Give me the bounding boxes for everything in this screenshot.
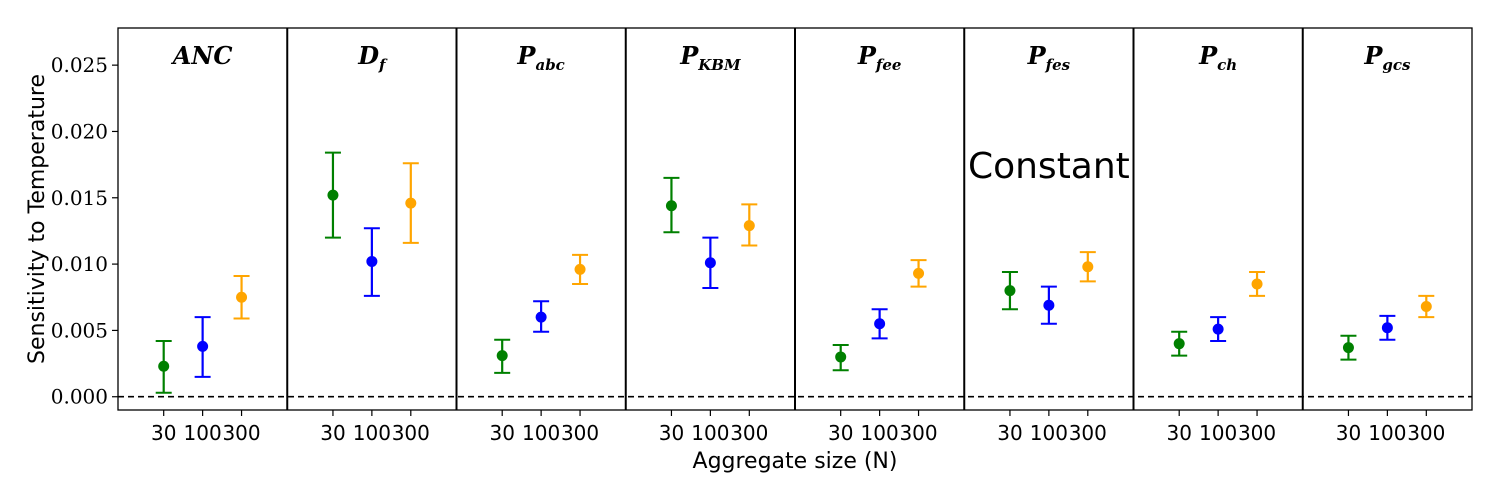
panel-title: Df bbox=[357, 41, 388, 74]
data-point-n100 bbox=[535, 311, 547, 323]
data-point-n300 bbox=[236, 291, 248, 303]
data-point-n300 bbox=[1420, 301, 1432, 313]
panel-title-symbol: P bbox=[1027, 41, 1047, 70]
data-point-n30 bbox=[158, 360, 170, 372]
x-tick-label: 300 bbox=[1069, 421, 1107, 445]
x-tick-label: 30 bbox=[489, 421, 514, 445]
y-tick-label: 0.025 bbox=[51, 53, 108, 77]
x-tick-label: 30 bbox=[997, 421, 1022, 445]
data-point-n100 bbox=[197, 340, 209, 352]
x-tick-label: 300 bbox=[1238, 421, 1276, 445]
panel-title: Pfee bbox=[857, 41, 902, 74]
data-point-n30 bbox=[665, 200, 677, 212]
panel-title-symbol: P bbox=[857, 41, 877, 70]
panel-title-subscript: fes bbox=[1045, 56, 1071, 74]
data-point-n300 bbox=[1082, 261, 1094, 273]
x-tick-label: 30 bbox=[151, 421, 176, 445]
panel-title-subscript: KBM bbox=[697, 56, 741, 74]
data-point-n300 bbox=[743, 220, 755, 232]
x-tick-label: 300 bbox=[730, 421, 768, 445]
data-point-n300 bbox=[405, 197, 417, 209]
x-tick-label: 300 bbox=[899, 421, 937, 445]
x-tick-label: 100 bbox=[1199, 421, 1237, 445]
constant-annotation: Constant bbox=[968, 146, 1130, 187]
data-point-n100 bbox=[366, 255, 378, 267]
y-tick-label: 0.015 bbox=[51, 186, 108, 210]
panel-title-symbol: P bbox=[679, 41, 699, 70]
panel-title-symbol: ANC bbox=[171, 41, 233, 70]
x-tick-label: 30 bbox=[828, 421, 853, 445]
x-tick-label: 100 bbox=[691, 421, 729, 445]
y-tick-label: 0.005 bbox=[51, 318, 108, 342]
x-tick-label: 300 bbox=[392, 421, 430, 445]
panel-title-symbol: D bbox=[357, 41, 379, 70]
data-point-n100 bbox=[1212, 323, 1224, 335]
panel-title: PKBM bbox=[679, 41, 741, 74]
panel-title-subscript: gcs bbox=[1382, 56, 1411, 74]
x-tick-label: 300 bbox=[1407, 421, 1445, 445]
data-point-n30 bbox=[835, 351, 847, 363]
panel-title: Pgcs bbox=[1363, 41, 1411, 74]
panel-title: Pch bbox=[1198, 41, 1237, 74]
x-tick-label: 100 bbox=[1030, 421, 1068, 445]
x-tick-label: 300 bbox=[222, 421, 260, 445]
panel-title: Pfes bbox=[1027, 41, 1071, 74]
data-point-n30 bbox=[1173, 338, 1185, 350]
data-point-n100 bbox=[1381, 322, 1393, 334]
panel-title-symbol: P bbox=[516, 41, 536, 70]
x-axis-title: Aggregate size (N) bbox=[693, 449, 898, 474]
data-point-n30 bbox=[1004, 285, 1016, 297]
panel-title-subscript: abc bbox=[535, 56, 564, 74]
x-tick-label: 30 bbox=[659, 421, 684, 445]
y-axis-title: Sensitivity to Temperature bbox=[25, 74, 50, 364]
panel-title-subscript: ch bbox=[1217, 56, 1237, 74]
data-point-n100 bbox=[704, 257, 716, 269]
x-tick-label: 100 bbox=[184, 421, 222, 445]
panel-title: ANC bbox=[171, 41, 233, 70]
data-point-n300 bbox=[1251, 278, 1263, 290]
x-tick-label: 100 bbox=[861, 421, 899, 445]
y-tick-label: 0.020 bbox=[51, 119, 108, 143]
panel-title: Pabc bbox=[516, 41, 564, 74]
data-point-n100 bbox=[874, 318, 886, 330]
x-tick-label: 100 bbox=[522, 421, 560, 445]
data-point-n30 bbox=[496, 350, 508, 362]
panel-title-symbol: P bbox=[1198, 41, 1218, 70]
y-tick-label: 0.000 bbox=[51, 385, 108, 409]
y-tick-label: 0.010 bbox=[51, 252, 108, 276]
x-tick-label: 100 bbox=[1368, 421, 1406, 445]
x-tick-label: 30 bbox=[320, 421, 345, 445]
x-tick-label: 100 bbox=[353, 421, 391, 445]
x-tick-label: 30 bbox=[1166, 421, 1191, 445]
data-point-n300 bbox=[574, 263, 586, 275]
data-point-n30 bbox=[1342, 342, 1354, 354]
panel-title-subscript: fee bbox=[875, 56, 902, 74]
data-point-n30 bbox=[327, 189, 339, 201]
panel-title-subscript: f bbox=[378, 56, 388, 74]
panel-title-symbol: P bbox=[1363, 41, 1383, 70]
x-tick-label: 300 bbox=[561, 421, 599, 445]
data-point-n300 bbox=[913, 267, 925, 279]
data-point-n100 bbox=[1043, 299, 1055, 311]
x-tick-label: 30 bbox=[1336, 421, 1361, 445]
